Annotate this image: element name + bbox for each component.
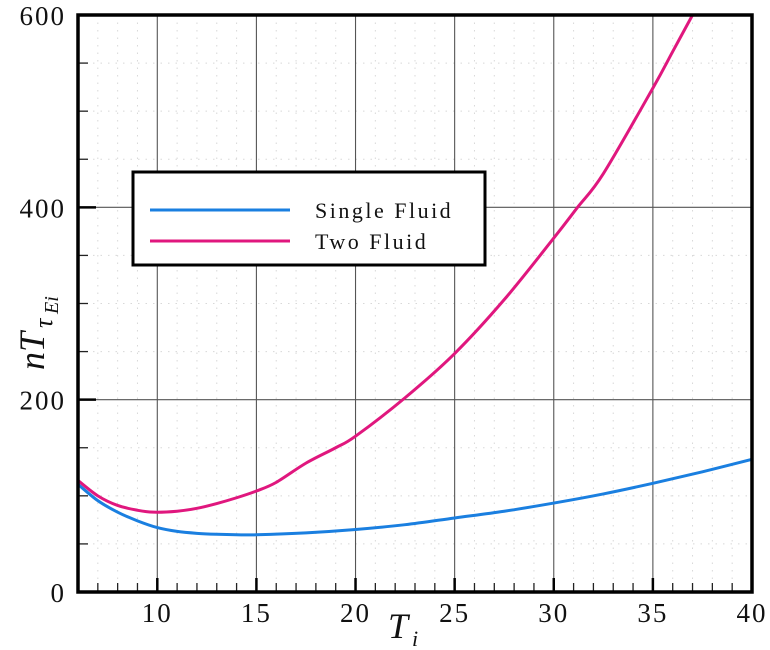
y-tick-label: 600 [20,1,67,31]
x-axis-title-sub: i [412,626,418,650]
x-tick-label: 40 [737,598,768,628]
series-line-two-fluid [78,15,694,514]
legend-label-single-fluid: Single Fluid [315,198,453,223]
x-tick-label: 25 [439,598,470,628]
x-tick-label: 15 [241,598,272,628]
y-axis-title-sub-ei: Ei [41,296,63,315]
y-axis-title-main: nT [12,329,52,370]
series-line-single-fluid [78,457,752,537]
major-gridlines [78,15,752,592]
legend-label-two-fluid: Two Fluid [315,229,428,254]
y-axis-title: nT τ Ei [12,296,63,370]
minor-gridlines [77,15,752,592]
x-axis-title-main: T [388,606,411,646]
x-axis-title: T i [388,606,418,650]
y-tick-label: 200 [20,386,67,416]
y-tick-label: 400 [20,193,67,223]
y-axis-title-sub-tau: τ [29,317,58,328]
plot-frame [76,13,754,594]
y-axis-tick-labels: 0 200 400 600 [20,1,67,608]
legend: Single Fluid Two Fluid [131,170,487,267]
x-axis-tick-labels: 10 15 20 25 30 35 40 [142,598,768,628]
x-tick-label: 20 [340,598,371,628]
y-tick-label: 0 [51,578,67,608]
x-tick-label: 30 [538,598,569,628]
x-tick-label: 35 [637,598,668,628]
plot-series [78,15,752,537]
x-tick-label: 10 [142,598,173,628]
